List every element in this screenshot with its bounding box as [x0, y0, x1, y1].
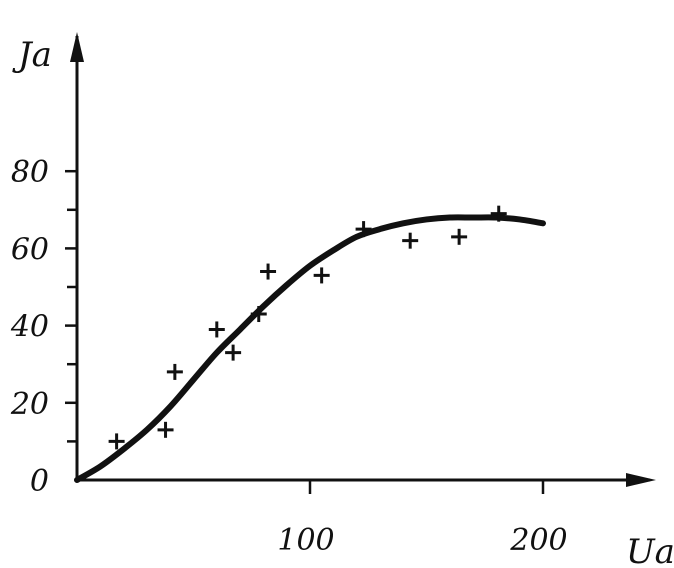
fit-curve-layer [74, 214, 546, 483]
data-point-marker [451, 228, 468, 245]
y-axis-title: Ja [12, 35, 52, 75]
data-point-marker [166, 363, 183, 380]
data-point-marker [250, 306, 267, 323]
y-tick-label: 40 [10, 310, 49, 345]
x-tick-label: 200 [509, 523, 567, 558]
x-tick-label: 100 [277, 523, 334, 558]
data-point-marker [402, 232, 419, 249]
data-point-marker [225, 344, 242, 361]
fit-curve [74, 214, 546, 483]
y-tick-label: 0 [30, 464, 49, 499]
data-point-marker [490, 205, 507, 222]
x-axis-title: Ua [626, 532, 674, 568]
chart-labels: Ja Ua [12, 35, 674, 568]
data-point-marker [208, 321, 225, 338]
y-tick-label: 80 [11, 155, 49, 190]
data-points-layer [108, 205, 507, 450]
chart-axes [70, 32, 656, 487]
data-point-marker [260, 263, 277, 280]
data-point-marker [313, 267, 330, 284]
data-point-marker [108, 433, 125, 450]
data-point-marker [157, 421, 174, 438]
chart-ticks: 0 20 40 60 80 100 200 [10, 155, 568, 558]
y-tick-label: 60 [11, 232, 49, 267]
y-tick-label: 20 [10, 387, 49, 422]
data-point-marker [355, 221, 372, 238]
y-axis-arrow [70, 32, 84, 62]
x-axis-arrow [626, 473, 656, 487]
